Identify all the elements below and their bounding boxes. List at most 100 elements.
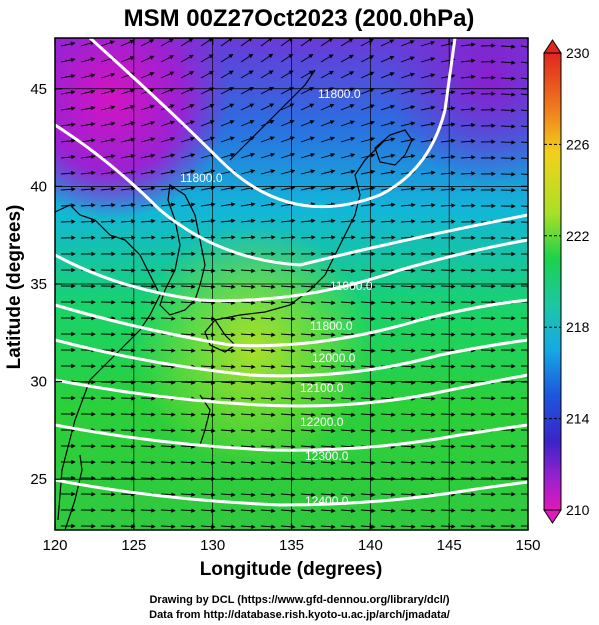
wind-arrow	[300, 460, 316, 466]
wind-arrow	[240, 364, 256, 370]
wind-arrow	[140, 428, 156, 433]
wind-arrow	[440, 268, 456, 273]
wind-arrow	[380, 121, 396, 127]
wind-arrow	[420, 219, 436, 224]
wind-arrow	[420, 460, 436, 465]
wind-arrow	[360, 476, 376, 481]
wind-arrow	[120, 56, 135, 63]
wind-arrow	[160, 524, 176, 529]
wind-arrow	[340, 120, 355, 127]
wind-arrow	[380, 428, 396, 433]
wind-arrow	[200, 300, 216, 305]
wind-arrow	[300, 492, 316, 498]
wind-arrow	[280, 235, 296, 240]
wind-arrow	[240, 87, 255, 95]
wind-arrow	[440, 41, 456, 47]
wind-arrow	[500, 92, 516, 97]
wind-arrow	[400, 300, 416, 305]
wind-arrow	[320, 460, 336, 466]
wind-arrow	[140, 284, 156, 289]
wind-arrow	[380, 460, 396, 465]
wind-arrow	[220, 524, 236, 529]
wind-arrow	[180, 492, 196, 497]
wind-arrow	[420, 524, 436, 529]
wind-arrow	[300, 87, 315, 95]
wind-arrow	[100, 105, 116, 111]
footer-credit: Drawing by DCL (https://www.gfd-dennou.o…	[149, 594, 450, 606]
wind-arrow	[260, 136, 275, 143]
coastline-kyushu	[204, 318, 236, 353]
wind-arrow	[400, 332, 416, 337]
wind-arrow	[220, 316, 236, 321]
wind-arrow	[400, 56, 415, 63]
wind-arrow	[220, 412, 236, 417]
wind-arrow	[380, 169, 396, 175]
wind-arrow	[400, 202, 416, 208]
wind-arrow	[140, 476, 156, 481]
wind-arrow	[460, 171, 476, 176]
wind-arrow	[200, 476, 216, 481]
wind-arrow	[160, 87, 175, 95]
wind-arrow	[280, 348, 296, 354]
wind-arrow	[160, 38, 174, 47]
wind-arrow	[440, 122, 456, 127]
wind-arrow	[220, 380, 236, 385]
wind-arrow	[360, 524, 376, 529]
wind-arrow	[340, 492, 356, 498]
wind-arrow	[180, 268, 196, 273]
wind-arrow	[360, 364, 376, 369]
colorbar-tick-label: 222	[566, 228, 590, 244]
wind-arrow	[440, 428, 456, 433]
wind-arrow	[200, 120, 215, 127]
wind-arrow	[180, 54, 194, 63]
wind-arrow	[420, 412, 436, 417]
wind-arrow	[300, 364, 316, 370]
wind-arrow	[220, 38, 234, 47]
wind-arrow	[300, 412, 316, 418]
wind-arrow	[220, 268, 236, 273]
wind-arrow	[240, 460, 256, 466]
wind-arrow	[200, 87, 215, 95]
wind-arrow	[120, 219, 136, 224]
wind-arrow	[280, 316, 296, 322]
wind-arrow	[420, 89, 436, 95]
wind-arrow	[440, 348, 456, 353]
wind-arrow	[360, 348, 376, 353]
wind-arrow	[100, 121, 116, 127]
wind-arrow	[340, 380, 356, 386]
wind-arrow	[180, 316, 196, 321]
wind-arrow	[260, 235, 276, 240]
wind-arrow	[420, 186, 436, 192]
wind-arrow	[440, 170, 456, 176]
x-axis: 120 125 130 135 140 145 150	[42, 38, 541, 554]
wind-arrow	[320, 87, 335, 95]
wind-arrow	[280, 53, 294, 63]
wind-arrow	[300, 70, 314, 79]
wind-arrow	[300, 300, 316, 306]
wind-arrow	[80, 203, 96, 208]
wind-arrow	[340, 268, 356, 274]
wind-arrow	[420, 268, 436, 273]
wind-arrow	[380, 202, 396, 208]
y-axis-label: Latitude (degrees)	[4, 205, 25, 370]
wind-arrow	[360, 380, 376, 385]
wind-arrow	[120, 186, 136, 191]
wind-arrow	[420, 105, 436, 111]
wind-arrow	[380, 524, 396, 529]
wind-arrow	[220, 428, 236, 433]
wind-arrow	[400, 316, 416, 321]
wind-arrow	[500, 60, 516, 65]
wind-arrow	[80, 73, 96, 79]
wind-arrow	[360, 88, 375, 95]
wind-arrow	[440, 508, 456, 513]
y-tick-label: 45	[30, 81, 47, 98]
wind-arrow	[360, 508, 376, 513]
wind-arrow	[200, 380, 216, 385]
wind-arrow	[260, 412, 276, 418]
wind-arrow	[380, 153, 396, 159]
wind-arrow	[160, 444, 176, 449]
wind-arrow	[460, 122, 476, 128]
wind-arrow	[460, 74, 476, 80]
wind-arrow	[180, 202, 196, 207]
wind-arrow	[280, 185, 296, 191]
